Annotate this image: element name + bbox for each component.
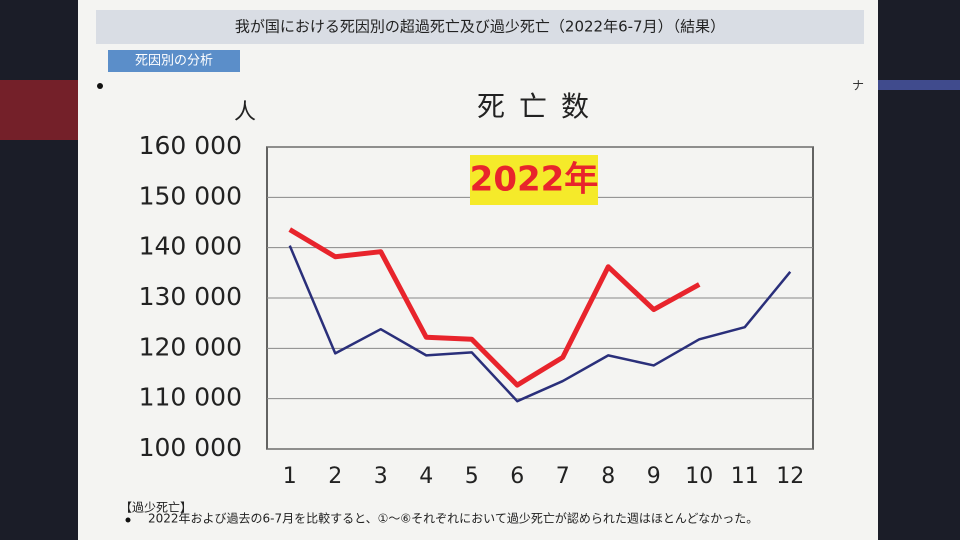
x-tick-label: 4	[419, 464, 433, 489]
backdrop-glow	[878, 80, 960, 90]
footer-bullet: 2022年および過去の6-7月を比較すると、①～⑥それぞれにおいて過少死亡が認め…	[148, 511, 758, 526]
y-tick-label: 160 000	[139, 131, 242, 160]
x-tick-label: 9	[647, 464, 661, 489]
backdrop-glow	[0, 80, 78, 140]
y-tick-label: 110 000	[139, 383, 242, 412]
tag-box	[108, 50, 240, 72]
header-bar	[96, 10, 864, 44]
x-tick-label: 7	[556, 464, 570, 489]
x-tick-label: 1	[283, 464, 297, 489]
x-tick-label: 2	[328, 464, 342, 489]
x-tick-label: 6	[510, 464, 524, 489]
header-title: 我が国における死因別の超過死亡及び過少死亡（2022年6-7月）（結果）	[235, 18, 725, 36]
x-tick-label: 5	[465, 464, 479, 489]
y-tick-label: 130 000	[139, 282, 242, 311]
y-axis-label: 人	[234, 100, 256, 125]
y-tick-label: 140 000	[139, 232, 242, 261]
chart-title: 死亡数	[477, 90, 603, 123]
series-label: 2022年	[470, 160, 599, 200]
footer-heading: 【過少死亡】	[120, 501, 192, 515]
x-tick-label: 3	[374, 464, 388, 489]
data-line	[288, 227, 701, 388]
y-tick-label: 120 000	[139, 332, 242, 361]
slide	[78, 0, 878, 540]
x-tick-label: 11	[731, 464, 759, 489]
x-tick-label: 8	[601, 464, 615, 489]
series-label-box	[470, 155, 598, 205]
bullet	[125, 517, 131, 523]
data-line	[288, 245, 792, 403]
y-tick-label: 100 000	[139, 433, 242, 462]
x-tick-label: 10	[685, 464, 713, 489]
tag: 死因別の分析	[135, 54, 213, 69]
bullet	[97, 83, 103, 89]
x-tick-label: 12	[776, 464, 804, 489]
side-mark: ナ	[852, 79, 864, 93]
y-tick-label: 150 000	[139, 181, 242, 210]
